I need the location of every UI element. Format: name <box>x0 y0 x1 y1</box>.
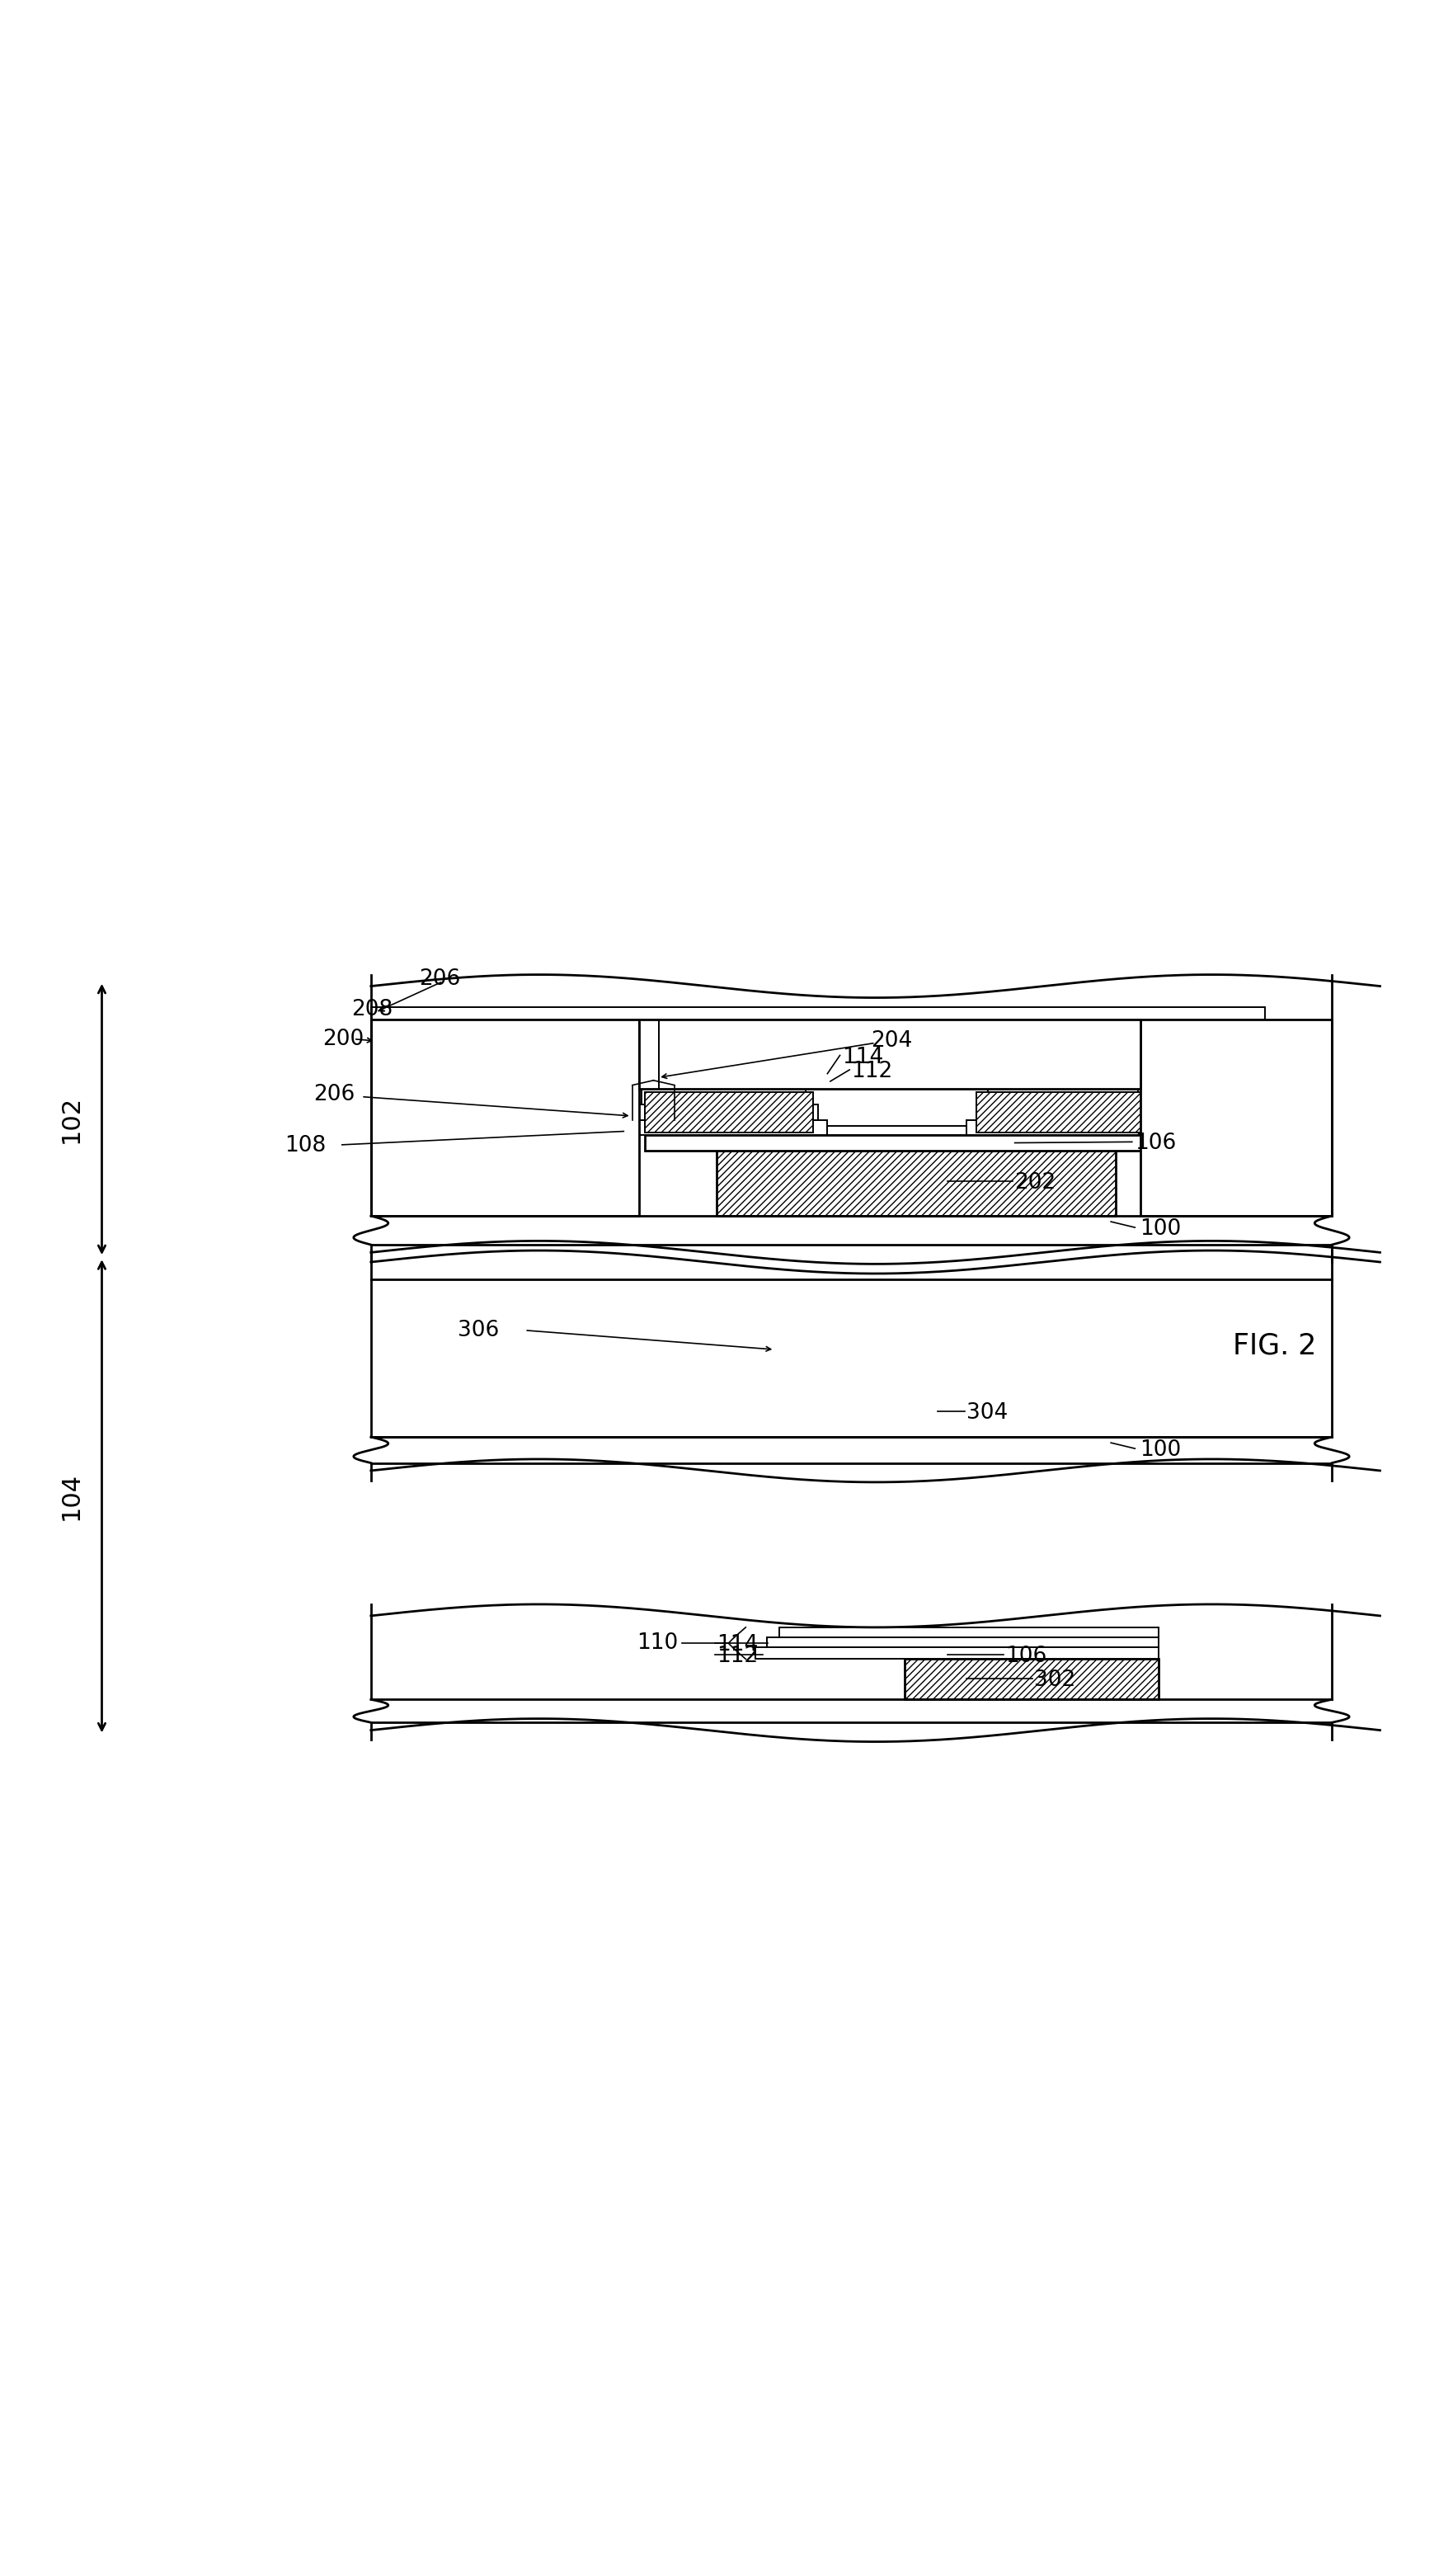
Polygon shape <box>748 1340 1148 1355</box>
Text: 112: 112 <box>851 1061 894 1082</box>
Polygon shape <box>988 1090 1138 1105</box>
Polygon shape <box>619 1121 827 1136</box>
Polygon shape <box>737 1355 1159 1368</box>
Text: 114: 114 <box>716 1633 758 1656</box>
Polygon shape <box>642 1090 805 1105</box>
Text: 112: 112 <box>716 1646 758 1667</box>
Text: 114: 114 <box>841 1046 883 1069</box>
Polygon shape <box>639 1020 1141 1090</box>
Polygon shape <box>966 1121 1159 1136</box>
Polygon shape <box>767 1636 1159 1649</box>
Text: 106: 106 <box>1135 1131 1177 1154</box>
Text: 206: 206 <box>418 969 461 989</box>
Polygon shape <box>779 1628 1159 1636</box>
Polygon shape <box>645 1136 1293 1151</box>
Polygon shape <box>1141 1020 1332 1216</box>
Text: 102: 102 <box>60 1095 83 1144</box>
Text: 302: 302 <box>1035 1669 1075 1690</box>
Text: 110: 110 <box>636 1633 679 1654</box>
Polygon shape <box>371 1020 639 1216</box>
Polygon shape <box>371 1007 1264 1020</box>
Polygon shape <box>976 1092 1145 1133</box>
Text: 108: 108 <box>285 1136 325 1157</box>
Polygon shape <box>760 1327 1135 1340</box>
Text: 204: 204 <box>870 1030 912 1051</box>
Text: 304: 304 <box>966 1401 1008 1425</box>
Polygon shape <box>756 1649 1159 1659</box>
Polygon shape <box>371 1280 1332 1437</box>
Polygon shape <box>793 1383 1061 1437</box>
Polygon shape <box>737 1368 1284 1383</box>
Polygon shape <box>716 1151 1116 1216</box>
Polygon shape <box>904 1659 1159 1700</box>
Text: 100: 100 <box>1139 1440 1181 1461</box>
Text: 200: 200 <box>323 1028 365 1051</box>
Polygon shape <box>976 1105 1149 1121</box>
Text: 104: 104 <box>60 1471 83 1520</box>
Text: 202: 202 <box>1014 1172 1056 1193</box>
Text: 208: 208 <box>352 999 394 1020</box>
Polygon shape <box>645 1092 814 1133</box>
Polygon shape <box>827 1126 966 1136</box>
Text: 106: 106 <box>1005 1646 1046 1667</box>
Text: 206: 206 <box>314 1084 355 1105</box>
Text: 306: 306 <box>458 1319 498 1342</box>
Text: 100: 100 <box>1139 1218 1181 1239</box>
Polygon shape <box>629 1105 818 1121</box>
Text: FIG. 2: FIG. 2 <box>1232 1332 1316 1360</box>
